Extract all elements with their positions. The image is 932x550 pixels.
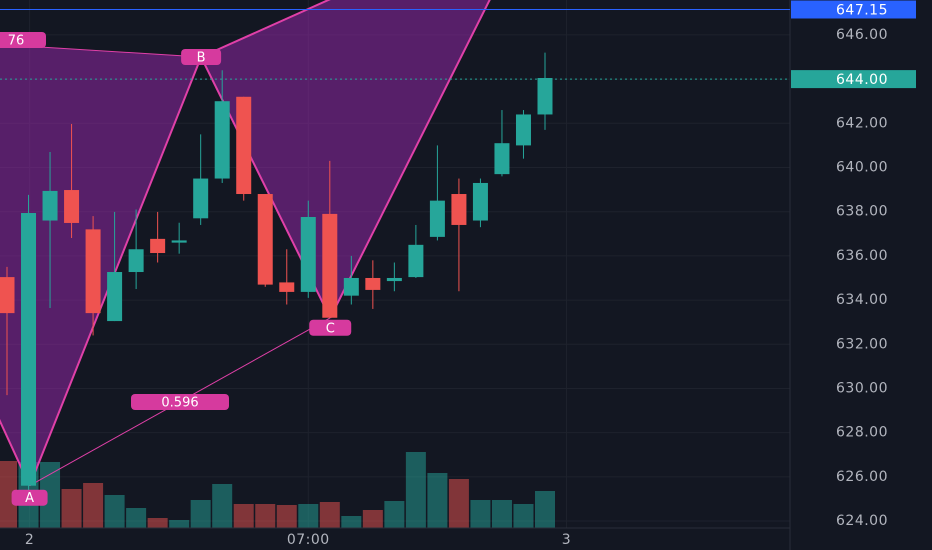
candle-body <box>257 194 273 285</box>
volume-bar <box>513 504 534 528</box>
label-box <box>0 32 46 48</box>
point-label: C <box>309 319 352 336</box>
label-text: 0.596 <box>161 396 198 411</box>
label-text: B <box>197 51 206 66</box>
label-box <box>11 489 48 506</box>
y-tick-label: 624.00 <box>836 513 888 529</box>
candle-body <box>150 238 166 254</box>
pattern-line <box>329 0 491 319</box>
candle-body <box>236 96 252 195</box>
volume-bar <box>491 500 512 528</box>
volume-bar <box>40 462 61 528</box>
volume-bar <box>212 484 233 528</box>
y-tick-label: 634.00 <box>836 292 888 308</box>
point-label: A <box>11 489 48 506</box>
candle-body <box>537 78 553 115</box>
volume-bar <box>61 489 82 528</box>
x-tick-label: 2 <box>25 532 34 548</box>
y-tick-label: 646.00 <box>836 27 888 43</box>
volume-bar <box>255 504 276 528</box>
candle-body <box>21 213 37 486</box>
candle-body <box>64 190 80 223</box>
y-tick-label: 640.00 <box>836 159 888 175</box>
volume-bar <box>147 518 168 528</box>
candle-body <box>214 101 230 179</box>
volume-bar <box>427 473 448 528</box>
candle-body <box>472 182 488 221</box>
y-tick-label: 628.00 <box>836 425 888 441</box>
volume-bar <box>298 504 319 528</box>
volume-bar <box>362 510 383 528</box>
candle-body <box>322 213 338 318</box>
candle-body <box>408 244 424 278</box>
y-tick-label: 630.00 <box>836 380 888 396</box>
candle-body <box>0 277 15 314</box>
label-text: C <box>326 321 335 336</box>
candle-body <box>429 200 445 237</box>
volume-bar <box>169 520 190 528</box>
label-box <box>181 49 222 66</box>
y-tick-label: 642.00 <box>836 115 888 131</box>
candle-body <box>343 277 359 296</box>
price-label: 644.00 <box>836 72 888 88</box>
volume-bar <box>319 502 340 528</box>
candle-body <box>171 240 187 243</box>
candle-body <box>128 249 144 273</box>
volume-bar <box>448 479 469 528</box>
volume-bar <box>405 452 426 528</box>
point-label: B <box>181 49 222 66</box>
candle-body <box>193 178 209 219</box>
label-box <box>309 319 352 336</box>
candle-body <box>85 229 101 314</box>
label-box <box>131 394 229 410</box>
price-axis <box>790 0 932 550</box>
candle-body <box>107 272 123 322</box>
label-text: 76 <box>8 34 25 49</box>
label-text: A <box>25 491 34 506</box>
candle-body <box>494 143 510 175</box>
candle-body <box>386 277 402 282</box>
pattern-line <box>28 56 203 487</box>
y-tick-label: 632.00 <box>836 336 888 352</box>
volume-bar <box>83 483 104 528</box>
pattern-line <box>200 0 331 58</box>
price-label-box <box>791 70 916 89</box>
volume-bar <box>470 500 491 528</box>
candle-body <box>300 216 316 292</box>
volume-bar <box>0 461 17 528</box>
candle-body <box>365 277 381 290</box>
ratio-label: 76 <box>0 32 46 49</box>
candle-body <box>279 282 295 292</box>
x-tick-label: 07:00 <box>287 532 330 548</box>
price-label-box <box>791 0 916 19</box>
y-tick-label: 638.00 <box>836 204 888 220</box>
volume-bar <box>190 500 211 528</box>
candle-body <box>515 114 531 146</box>
volume-bar <box>535 491 555 528</box>
volume-bar <box>341 516 362 528</box>
ratio-label: 0.596 <box>131 394 229 411</box>
price-label: 647.15 <box>836 3 888 19</box>
volume-bar <box>126 508 147 528</box>
volume-bar <box>104 495 125 528</box>
volume-bar <box>233 504 254 528</box>
y-tick-label: 636.00 <box>836 248 888 264</box>
x-tick-label: 3 <box>562 532 571 548</box>
volume-bar <box>384 501 405 528</box>
y-tick-label: 626.00 <box>836 469 888 485</box>
pattern-fill <box>201 0 490 318</box>
candle-body <box>451 194 467 225</box>
volume-bar <box>276 505 297 528</box>
candle-body <box>42 190 58 221</box>
